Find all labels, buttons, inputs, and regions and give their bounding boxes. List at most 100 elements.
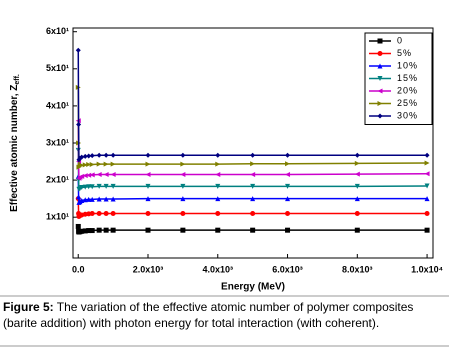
x-tick-label: 6.0x10³ bbox=[272, 264, 303, 274]
legend-label: 15% bbox=[397, 73, 418, 83]
data-point bbox=[89, 162, 95, 168]
data-point bbox=[285, 152, 291, 158]
data-point bbox=[103, 196, 109, 202]
data-point bbox=[215, 183, 221, 189]
data-point bbox=[145, 152, 151, 158]
data-point bbox=[96, 210, 102, 216]
legend-marker bbox=[377, 101, 383, 106]
data-point bbox=[424, 152, 430, 158]
data-point bbox=[215, 196, 221, 202]
data-point bbox=[354, 152, 360, 158]
data-point bbox=[89, 153, 95, 159]
data-point bbox=[250, 227, 256, 233]
data-point bbox=[285, 196, 291, 202]
data-point bbox=[215, 172, 221, 178]
legend-label: 5% bbox=[397, 48, 412, 58]
y-tick-label: 5x10¹ bbox=[46, 63, 69, 73]
data-point bbox=[285, 210, 291, 216]
data-point bbox=[145, 210, 151, 216]
data-point bbox=[103, 152, 109, 158]
data-point bbox=[89, 228, 95, 234]
legend-label: 30% bbox=[397, 110, 418, 120]
data-point bbox=[82, 162, 88, 168]
data-point bbox=[79, 173, 85, 179]
data-point bbox=[89, 196, 95, 202]
data-point bbox=[285, 161, 291, 167]
y-axis-title-main: Effective atomic number, Z bbox=[9, 85, 20, 212]
y-axis-title-sub: eff. bbox=[14, 74, 21, 85]
x-tick-label: 4.0x10³ bbox=[203, 264, 234, 274]
data-point bbox=[110, 172, 116, 178]
legend-label: 25% bbox=[397, 98, 418, 108]
legend-marker bbox=[377, 63, 383, 69]
legend-marker bbox=[377, 113, 383, 119]
data-point bbox=[96, 152, 102, 158]
data-point bbox=[82, 184, 88, 190]
data-point bbox=[250, 210, 256, 216]
data-point bbox=[145, 183, 151, 189]
data-point bbox=[82, 153, 88, 159]
data-point bbox=[79, 154, 85, 160]
x-tick-label: 1.0x10⁴ bbox=[411, 264, 443, 274]
y-tick-label: 6x10¹ bbox=[46, 26, 69, 36]
legend-marker bbox=[377, 38, 383, 44]
data-point bbox=[89, 184, 95, 190]
data-point bbox=[215, 152, 221, 158]
x-tick-label: 2.0x10³ bbox=[133, 264, 164, 274]
data-point bbox=[145, 172, 151, 178]
data-point bbox=[215, 210, 221, 216]
legend-marker bbox=[377, 88, 383, 94]
data-point bbox=[180, 210, 186, 216]
data-point bbox=[76, 121, 82, 127]
data-point bbox=[285, 227, 291, 233]
data-point bbox=[82, 228, 88, 234]
data-point bbox=[86, 153, 92, 159]
data-point bbox=[75, 47, 81, 53]
data-point bbox=[180, 152, 186, 158]
data-point bbox=[89, 172, 95, 178]
data-point bbox=[89, 210, 95, 216]
data-point bbox=[250, 161, 256, 167]
data-point bbox=[354, 210, 360, 216]
data-point bbox=[250, 183, 256, 189]
data-point bbox=[110, 210, 116, 216]
data-point bbox=[110, 152, 116, 158]
data-point bbox=[424, 171, 430, 177]
series-line bbox=[77, 120, 428, 181]
data-point bbox=[86, 196, 92, 202]
data-point bbox=[180, 172, 186, 178]
caption-line: The variation of the effective atomic nu… bbox=[57, 300, 414, 314]
x-tick-label: 0.0 bbox=[72, 264, 85, 274]
y-tick-label: 1x10¹ bbox=[46, 212, 69, 222]
data-point bbox=[215, 161, 221, 167]
data-point bbox=[82, 197, 88, 203]
data-point bbox=[180, 161, 186, 167]
legend-marker bbox=[377, 51, 383, 56]
data-point bbox=[76, 194, 82, 200]
data-point bbox=[79, 162, 85, 168]
data-point bbox=[250, 172, 256, 178]
data-point bbox=[285, 172, 291, 178]
y-tick-label: 4x10¹ bbox=[46, 100, 69, 110]
data-point bbox=[75, 223, 81, 229]
data-point bbox=[96, 196, 102, 202]
data-point bbox=[180, 227, 186, 233]
data-point bbox=[354, 171, 360, 177]
data-point bbox=[103, 161, 109, 167]
data-point bbox=[86, 228, 92, 234]
data-point bbox=[250, 196, 256, 202]
data-point bbox=[96, 161, 102, 167]
data-point bbox=[145, 161, 151, 167]
data-point bbox=[110, 196, 116, 202]
data-point bbox=[103, 210, 109, 216]
data-point bbox=[424, 183, 430, 189]
data-point bbox=[424, 196, 430, 202]
data-point bbox=[82, 173, 88, 179]
data-point bbox=[103, 227, 109, 233]
data-point bbox=[145, 227, 151, 233]
data-point bbox=[180, 196, 186, 202]
legend-marker bbox=[377, 76, 383, 81]
data-point bbox=[354, 160, 360, 166]
